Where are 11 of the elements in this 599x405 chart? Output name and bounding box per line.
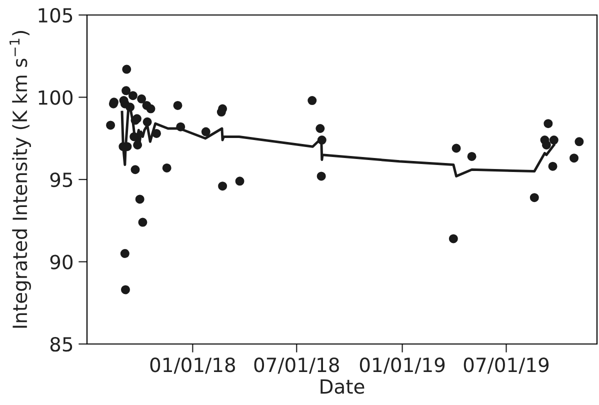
y-axis-title: Integrated Intensity (K km s$^{−1}$) (10, 31, 31, 328)
y-tick-label: 105 (38, 8, 72, 23)
y-tick-label: 100 (38, 90, 73, 105)
x-tick-label: 07/01/18 (254, 358, 339, 374)
x-tick-label: 07/01/19 (464, 358, 549, 374)
y-tick-label: 95 (50, 172, 72, 188)
x-tick-label: 01/01/18 (150, 358, 236, 374)
y-tick-label: 90 (50, 254, 73, 270)
x-tick-label: 01/01/19 (360, 358, 445, 374)
y-tick-label: 85 (50, 336, 72, 352)
x-axis-title: Date (320, 379, 364, 394)
